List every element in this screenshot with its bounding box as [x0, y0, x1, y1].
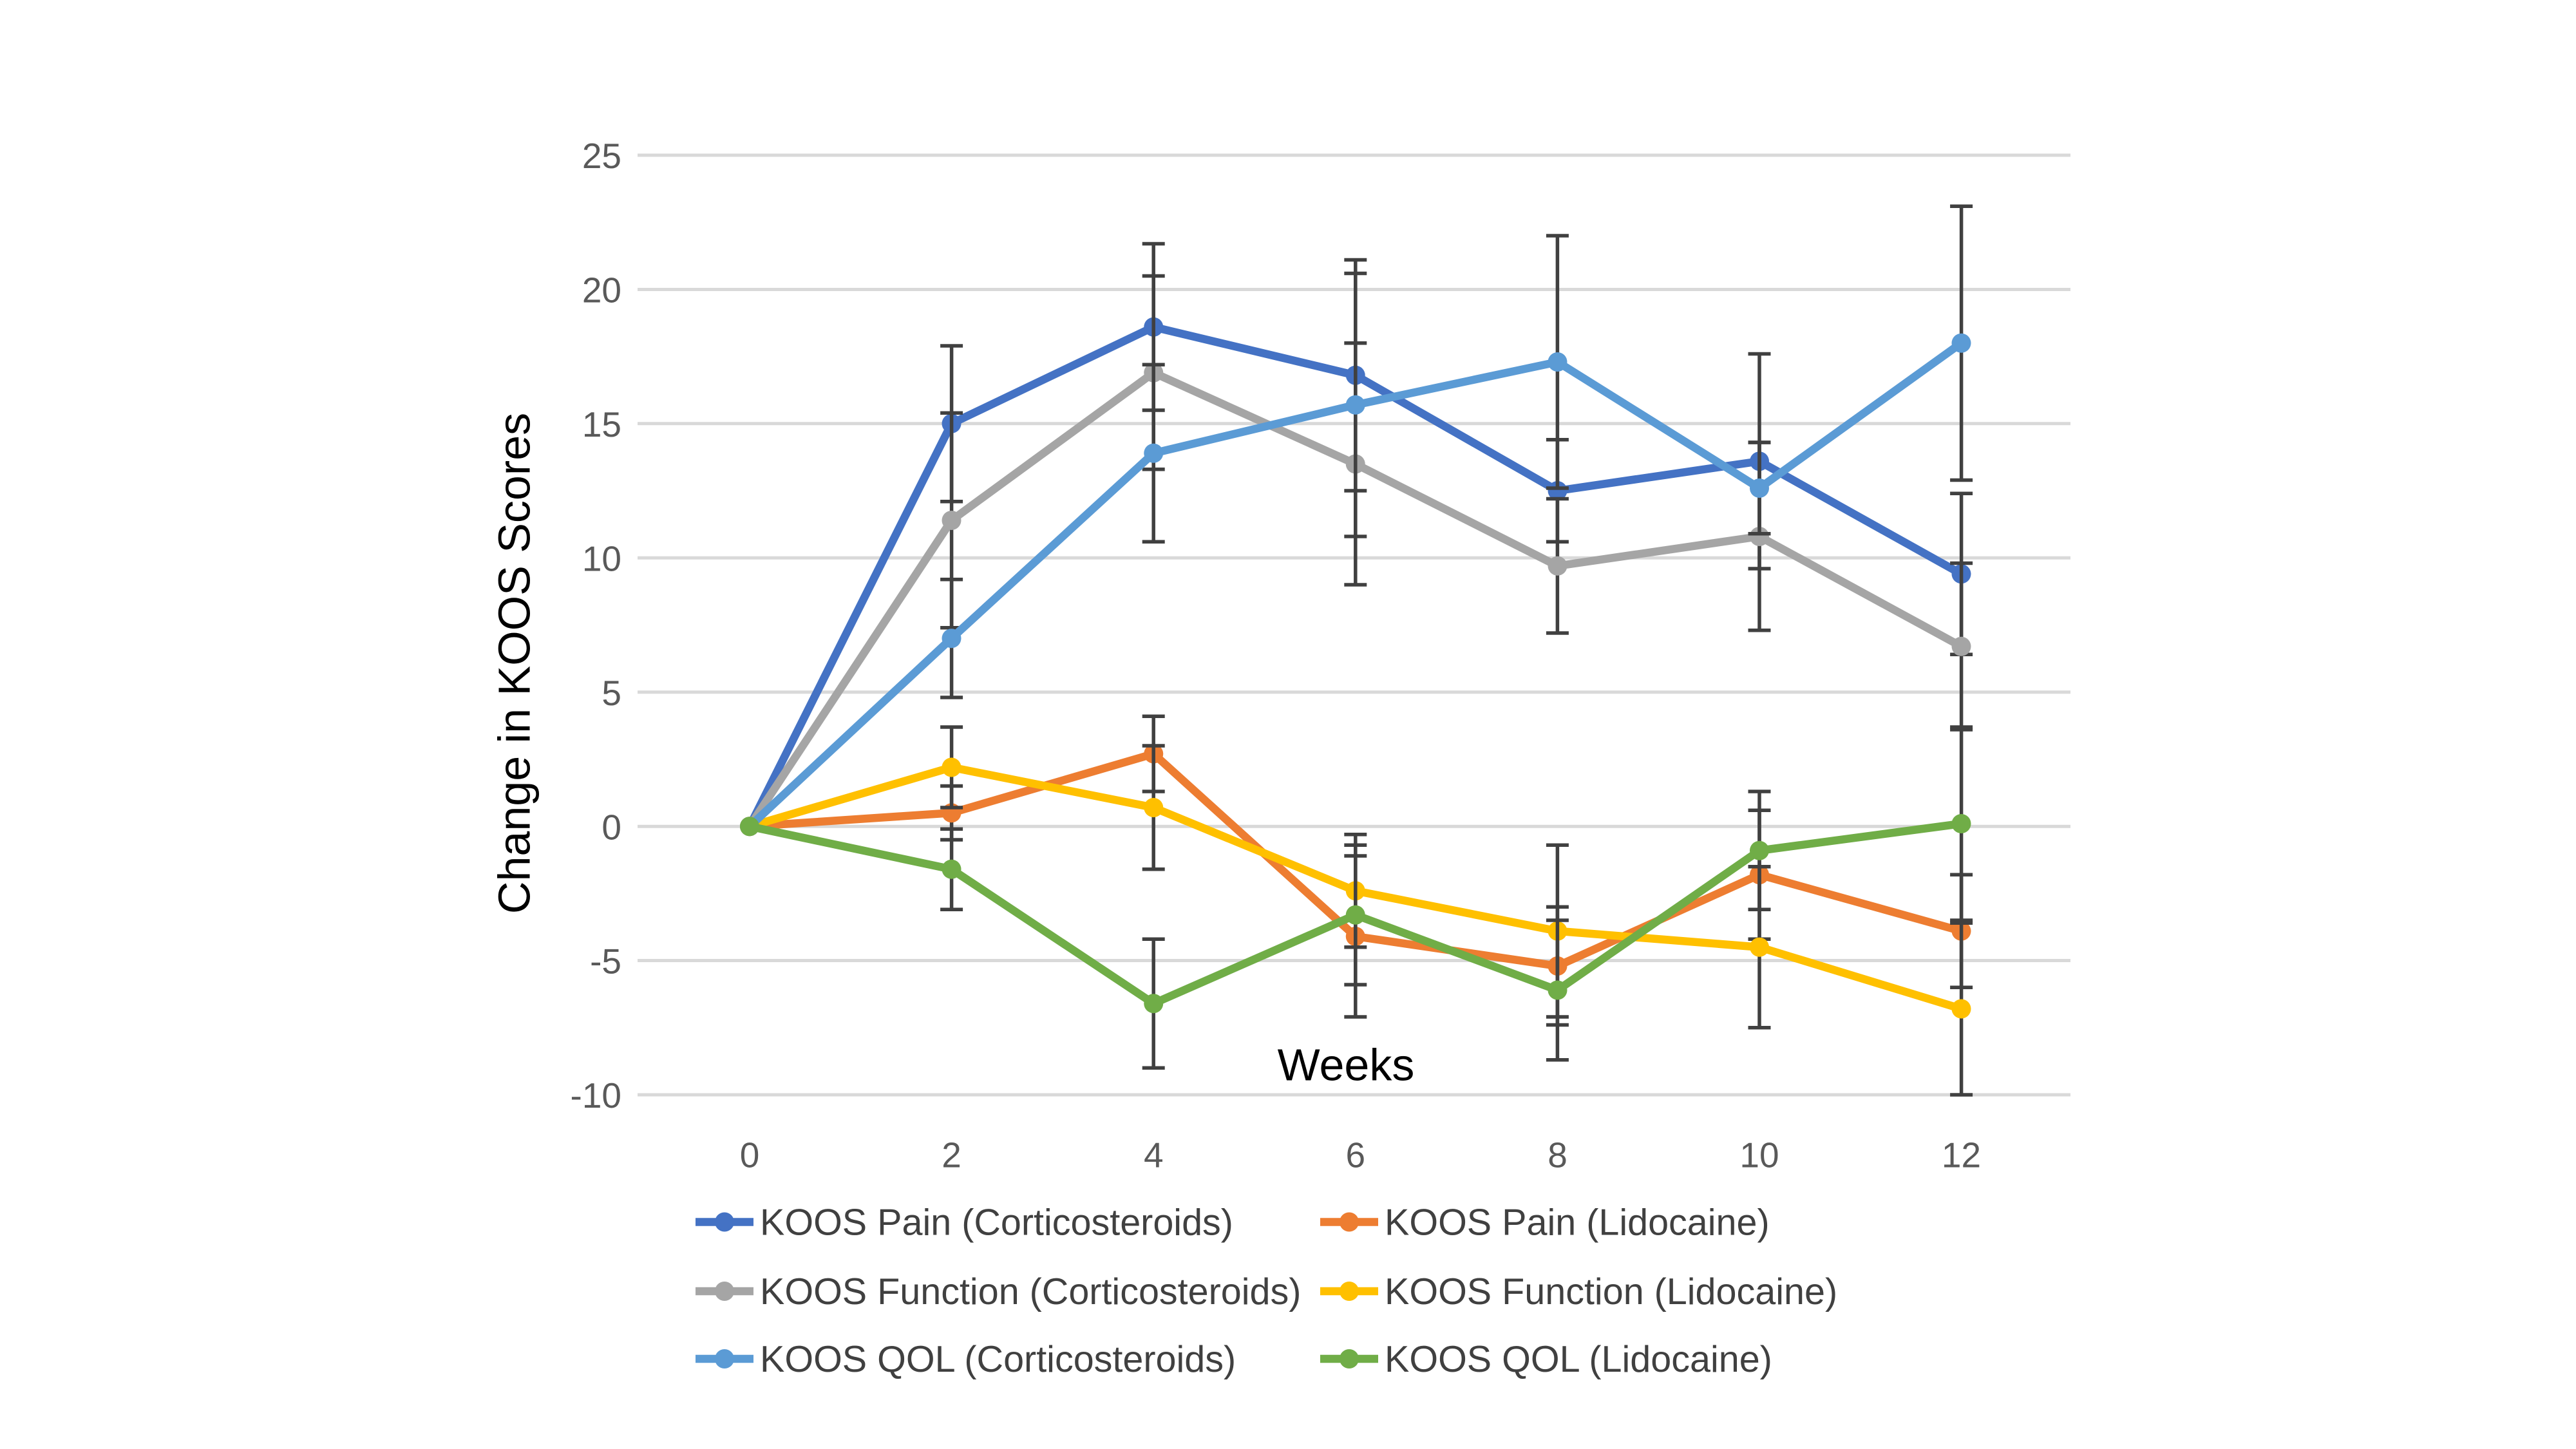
series-marker-koos-qol-corticosteroids-week-12	[1951, 333, 1971, 353]
legend-item-koos-pain-lidocaine: KOOS Pain (Lidocaine)	[1320, 1202, 1770, 1244]
legend-item-koos-function-corticosteroids: KOOS Function (Corticosteroids)	[696, 1271, 1301, 1312]
series-marker-koos-qol-lidocaine-week-4	[1144, 994, 1164, 1014]
series-marker-koos-qol-lidocaine-week-6	[1345, 905, 1365, 925]
x-tick-label: 4	[1144, 1135, 1164, 1175]
y-axis-title: Change in KOOS Scores	[489, 413, 540, 914]
legend-item-koos-pain-corticosteroids: KOOS Pain (Corticosteroids)	[696, 1202, 1233, 1244]
series-marker-koos-function-corticosteroids-week-12	[1951, 636, 1971, 656]
legend-marker-sample	[715, 1282, 734, 1301]
series-marker-koos-qol-corticosteroids-week-2	[942, 629, 961, 649]
x-axis-title: Weeks	[1278, 1040, 1415, 1090]
legend: KOOS Pain (Corticosteroids) KOOS Pain (Li…	[696, 1202, 1837, 1380]
legend-label: KOOS QOL (Corticosteroids)	[760, 1339, 1236, 1380]
series-marker-koos-function-lidocaine-week-2	[942, 757, 961, 777]
series-koos-qol-lidocaine	[740, 725, 1973, 1070]
legend-label: KOOS Function (Lidocaine)	[1385, 1271, 1837, 1312]
y-tick-label: 20	[582, 270, 621, 310]
legend-item-koos-qol-lidocaine: KOOS QOL (Lidocaine)	[1320, 1339, 1772, 1380]
legend-marker-sample	[715, 1349, 734, 1368]
legend-marker-sample	[1340, 1349, 1359, 1368]
series-marker-koos-qol-corticosteroids-week-6	[1345, 395, 1365, 415]
x-tick-label: 8	[1548, 1135, 1567, 1175]
y-tick-label: -10	[571, 1075, 622, 1115]
series-marker-koos-function-corticosteroids-week-2	[942, 511, 961, 530]
y-tick-label: 5	[601, 673, 621, 713]
x-tick-label: 6	[1345, 1135, 1365, 1175]
legend-label: KOOS Function (Corticosteroids)	[760, 1271, 1301, 1312]
y-tick-label: -5	[590, 942, 621, 981]
legend-label: KOOS Pain (Corticosteroids)	[760, 1202, 1233, 1244]
x-tick-label: 0	[740, 1135, 760, 1175]
series-marker-koos-qol-corticosteroids-week-10	[1750, 478, 1769, 498]
legend-label: KOOS Pain (Lidocaine)	[1385, 1202, 1770, 1244]
series-marker-koos-qol-lidocaine-week-10	[1750, 840, 1769, 860]
series-marker-koos-function-lidocaine-week-12	[1951, 999, 1971, 1019]
legend-item-koos-function-lidocaine: KOOS Function (Lidocaine)	[1320, 1271, 1837, 1312]
x-axis-tick-labels: 0 2 4 6 8 10 12	[740, 1135, 1981, 1175]
y-tick-label: 15	[582, 404, 621, 444]
legend-marker-sample	[1340, 1212, 1359, 1232]
legend-label: KOOS QOL (Lidocaine)	[1385, 1339, 1772, 1380]
series-marker-koos-qol-corticosteroids-week-8	[1548, 352, 1567, 372]
y-tick-label: 10	[582, 538, 621, 578]
series-koos-qol-corticosteroids	[740, 204, 1973, 837]
series-marker-koos-pain-corticosteroids-week-8	[1548, 481, 1567, 500]
legend-marker-sample	[1340, 1282, 1359, 1301]
series-marker-koos-qol-lidocaine-week-0	[740, 817, 759, 837]
y-tick-label: 25	[582, 136, 621, 176]
series-marker-koos-function-lidocaine-week-4	[1144, 798, 1164, 817]
series-marker-koos-function-lidocaine-week-10	[1750, 937, 1769, 957]
series-marker-koos-qol-lidocaine-week-2	[942, 859, 961, 879]
x-tick-label: 10	[1739, 1135, 1779, 1175]
data-series	[740, 204, 1973, 1097]
series-marker-koos-function-corticosteroids-week-10	[1750, 527, 1769, 546]
x-tick-label: 2	[942, 1135, 961, 1175]
series-marker-koos-function-corticosteroids-week-8	[1548, 556, 1567, 576]
series-marker-koos-qol-corticosteroids-week-4	[1144, 443, 1164, 463]
series-marker-koos-qol-lidocaine-week-12	[1951, 814, 1971, 833]
series-marker-koos-qol-lidocaine-week-8	[1548, 980, 1567, 1000]
legend-marker-sample	[715, 1212, 734, 1232]
y-axis-tick-labels: 25 20 15 10 5 0 -5 -10	[571, 136, 622, 1115]
x-tick-label: 12	[1942, 1135, 1981, 1175]
y-tick-label: 0	[601, 807, 621, 847]
legend-item-koos-qol-corticosteroids: KOOS QOL (Corticosteroids)	[696, 1339, 1236, 1380]
